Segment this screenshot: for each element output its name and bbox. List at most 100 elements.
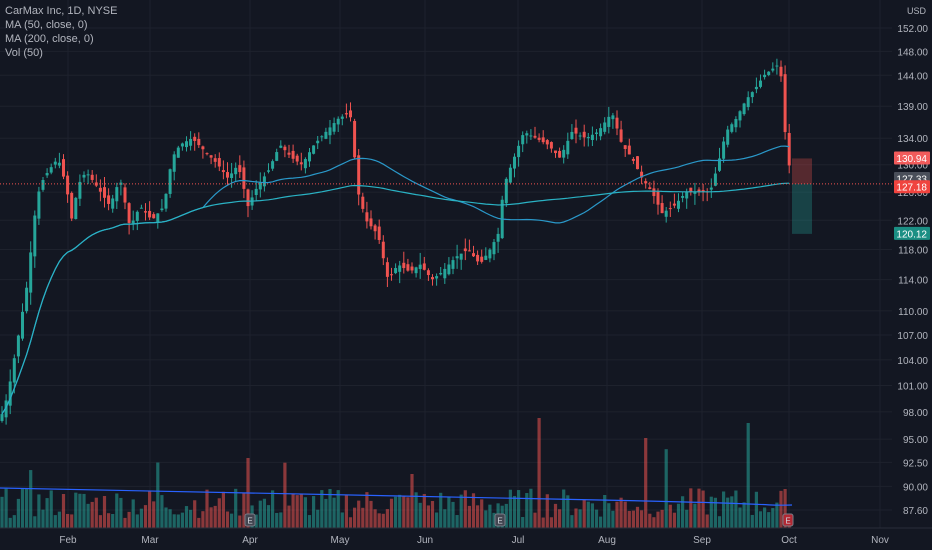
volume-bar (660, 509, 664, 528)
volume-bar (377, 513, 381, 528)
volume-bar (574, 508, 578, 528)
volume-bar (303, 497, 307, 528)
candle-body (221, 170, 225, 173)
volume-bar (590, 503, 594, 528)
volume-bar (467, 505, 471, 528)
position-stop-zone (792, 183, 812, 234)
volume-bar (340, 512, 344, 528)
legend-ma200[interactable]: MA (200, close, 0) (5, 33, 94, 45)
candle-body (176, 147, 180, 158)
candle-body (677, 200, 680, 209)
candle-body (201, 146, 205, 150)
candle-body (533, 135, 537, 138)
volume-bar (8, 517, 12, 528)
price-axis-tick: 98.00 (903, 408, 928, 419)
candle-body (258, 182, 262, 190)
volume-bar (332, 497, 336, 528)
volume-bar (152, 501, 156, 528)
legend-ma50[interactable]: MA (50, close, 0) (5, 19, 88, 31)
candle-body (619, 129, 623, 142)
candle-body (308, 152, 311, 162)
candle-body (640, 171, 644, 178)
volume-bar (344, 495, 348, 528)
price-axis-bg (892, 0, 932, 550)
volume-bar (131, 499, 135, 528)
price-axis-tick: 110.00 (898, 307, 928, 318)
volume-bar (275, 512, 279, 528)
volume-bar (779, 490, 783, 528)
volume-bar (299, 494, 303, 528)
volume-bar (49, 490, 53, 528)
volume-bar (644, 438, 648, 528)
candle-body (496, 233, 500, 242)
price-label-text-stop: 120.12 (896, 229, 927, 240)
candle-body (431, 277, 434, 280)
volume-bar (78, 493, 82, 528)
volume-bar (242, 493, 246, 528)
candle-body (168, 169, 172, 194)
price-label-text-take_profit: 130.94 (896, 154, 927, 165)
candle-body (115, 187, 119, 202)
volume-bar (283, 462, 287, 528)
volume-bar (291, 493, 295, 528)
volume-bar (414, 492, 418, 528)
earnings-marker-box (782, 513, 794, 527)
price-axis-tick: 134.00 (897, 134, 928, 145)
volume-bar (74, 492, 78, 528)
candle-body (53, 161, 57, 165)
candle-body (611, 115, 615, 120)
volume-bar (754, 491, 758, 528)
time-axis-label: Aug (598, 535, 616, 546)
candle-body (33, 215, 37, 257)
candle-body (205, 153, 209, 155)
volume-bar (164, 507, 168, 528)
candle-body (74, 197, 78, 219)
volume-bar (648, 513, 652, 528)
candle-body (144, 211, 147, 213)
volume-bar (480, 499, 484, 528)
legend-volume[interactable]: Vol (50) (5, 47, 43, 59)
legend-symbol[interactable]: CarMax Inc, 1D, NYSE (5, 5, 118, 17)
candle-body (131, 220, 135, 224)
candle-body (275, 152, 279, 161)
price-axis-tick: 114.00 (898, 276, 928, 287)
volume-bar (455, 515, 459, 528)
volume-bar (730, 496, 734, 528)
volume-bar (369, 500, 373, 528)
volume-bar (410, 473, 414, 528)
candle-body (545, 140, 549, 145)
earnings-marker-letter: E (785, 517, 790, 526)
volume-bar (353, 507, 357, 528)
candle-body (180, 143, 184, 147)
candle-body (369, 218, 373, 227)
volume-bar (512, 495, 517, 528)
volume-bar (566, 495, 570, 528)
candle-body (361, 196, 365, 209)
candle-body (357, 155, 361, 195)
volume-bar (586, 501, 590, 528)
candle-body (267, 170, 270, 172)
candle-body (508, 167, 512, 183)
candle-body (16, 335, 20, 357)
candle-body (193, 136, 197, 141)
candle-body (558, 150, 562, 158)
volume-bar (205, 489, 209, 528)
candle-body (381, 241, 385, 259)
candle-body (238, 165, 242, 173)
candle-body (209, 155, 213, 158)
volume-bar (156, 462, 160, 528)
volume-bar (66, 513, 70, 528)
volume-bar (619, 497, 623, 528)
volume-bar (504, 503, 508, 528)
volume-bar (443, 509, 447, 528)
earnings-marker-box (244, 513, 256, 527)
candle-body (709, 187, 713, 190)
candle-body (299, 162, 303, 165)
volume-bar (316, 509, 320, 528)
volume-bar (324, 498, 328, 528)
volume-bar (123, 517, 127, 528)
candle-body (111, 198, 115, 209)
volume-bar (70, 514, 74, 528)
candle-body (160, 208, 164, 211)
